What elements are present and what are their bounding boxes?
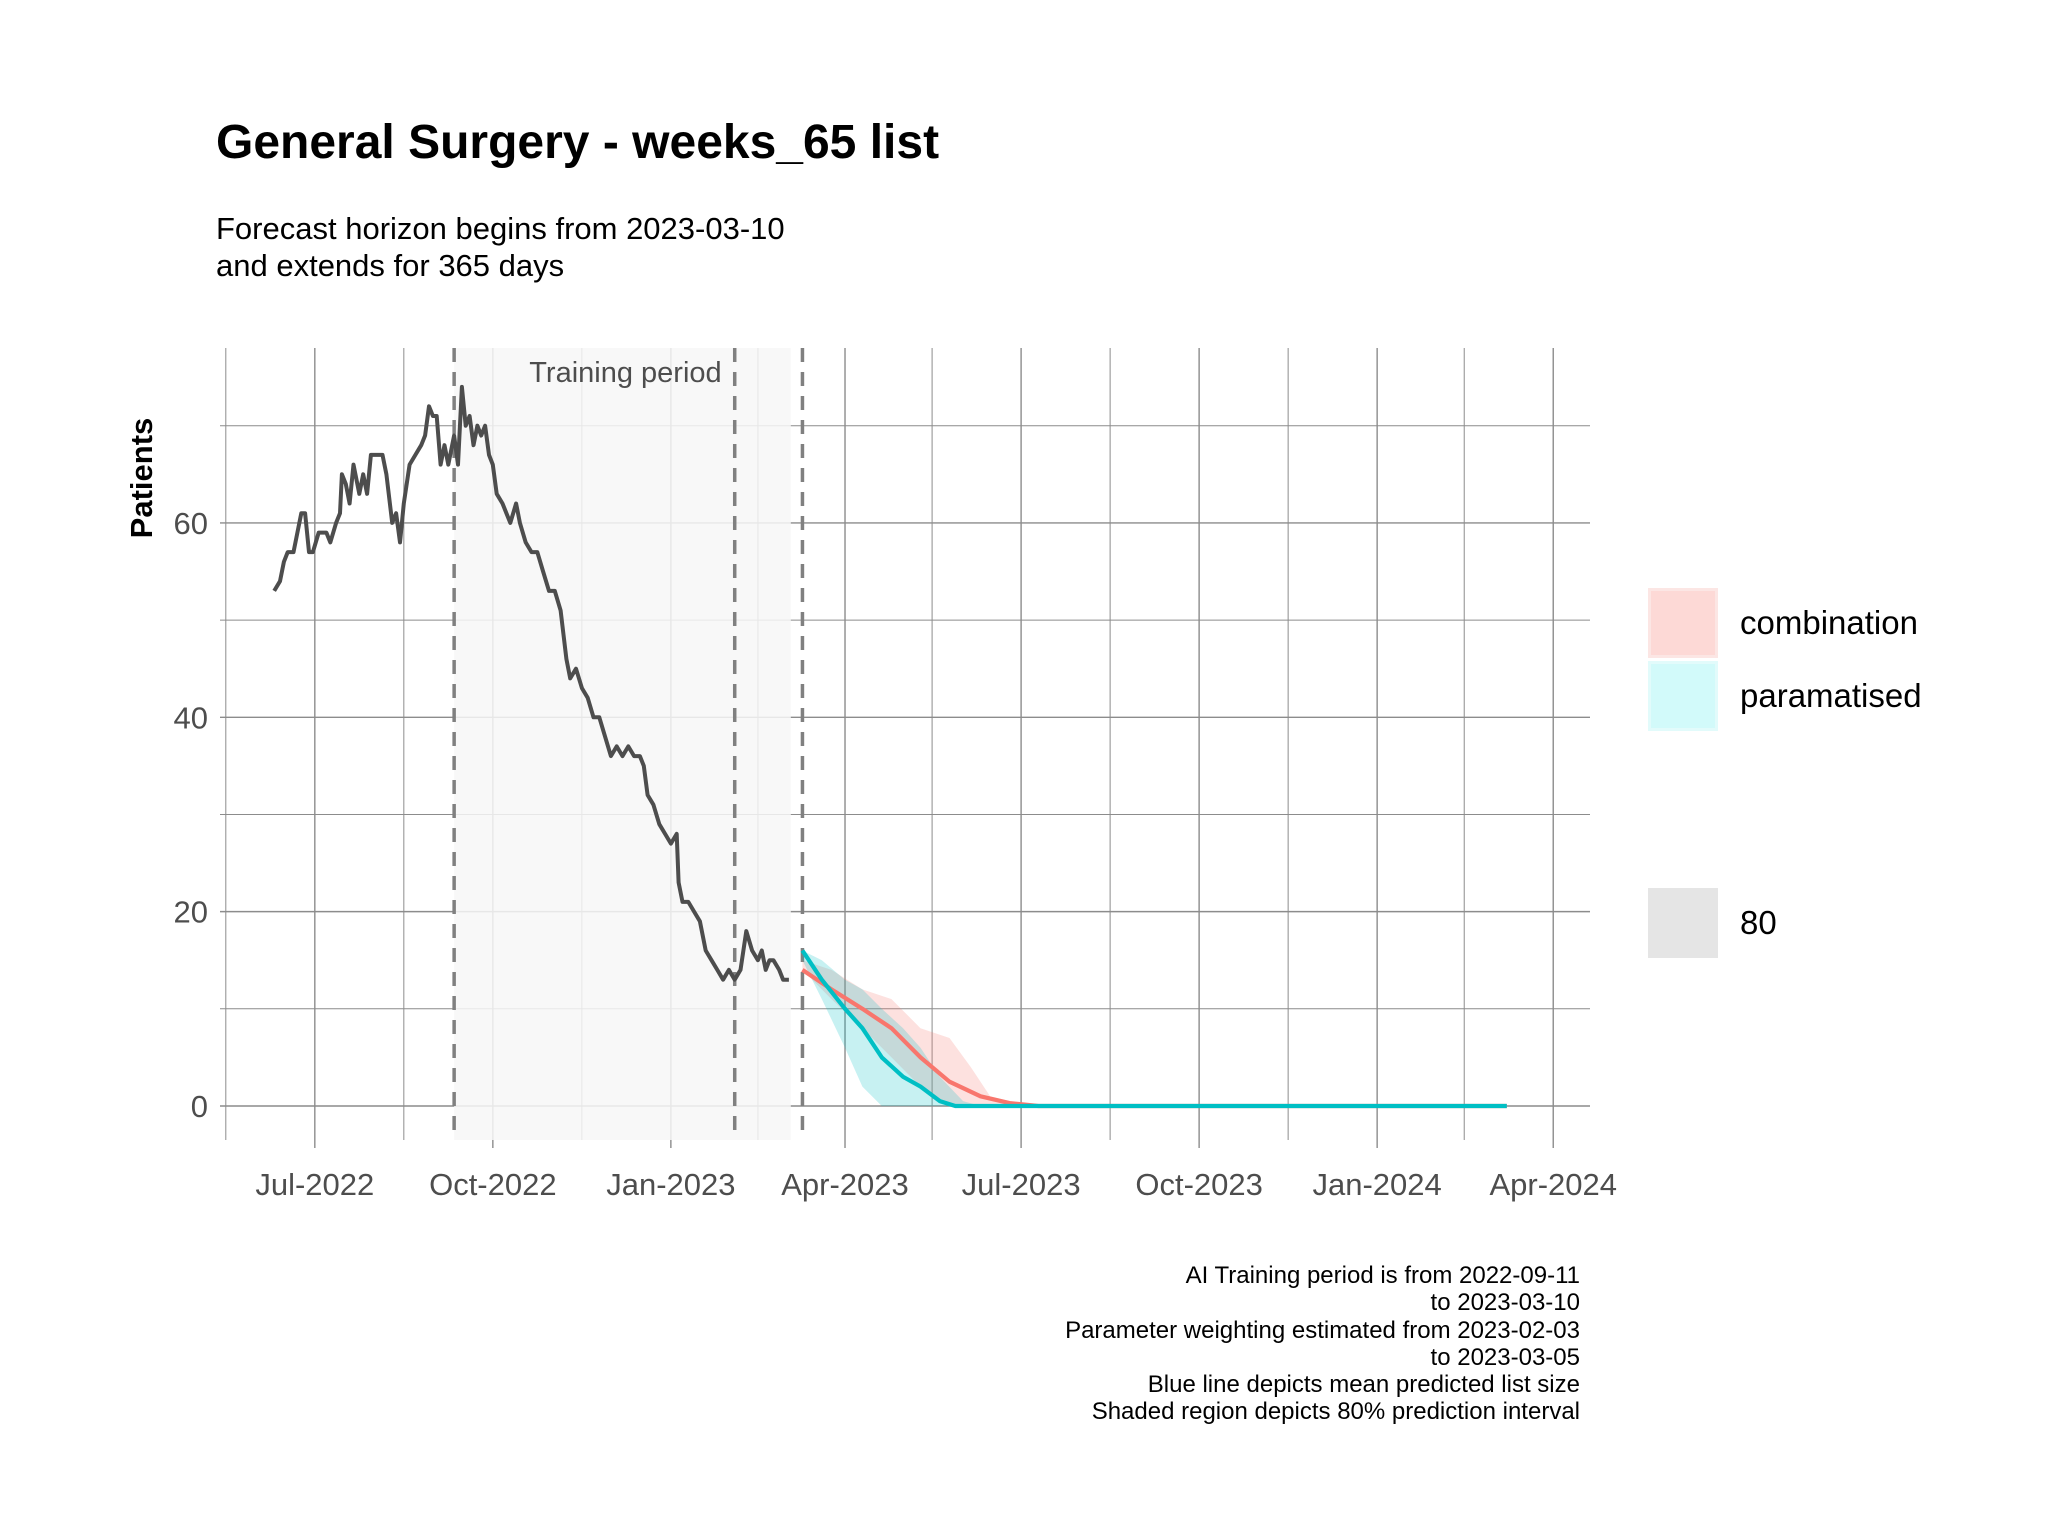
chart-caption: AI Training period is from 2022-09-11 to… [1065, 1262, 1580, 1426]
legend-label-interval: 80 [1740, 904, 1777, 941]
y-tick-label: 0 [191, 1089, 208, 1124]
y-tick-label: 40 [174, 700, 208, 735]
training-period-shade [454, 348, 791, 1140]
legend-key-paramatised [1648, 661, 1718, 731]
series-lines [272, 384, 1507, 1109]
caption-line-4: to 2023-03-05 [1430, 1343, 1580, 1371]
y-axis: 0 20 40 60 [174, 506, 208, 1124]
y-tick-label: 60 [174, 506, 208, 541]
caption-line-1: AI Training period is from 2022-09-11 [1185, 1262, 1580, 1289]
legend-label-paramatised: paramatised [1740, 677, 1922, 714]
subtitle-line-1: Forecast horizon begins from 2023-03-10 [216, 211, 785, 246]
x-tick-label: Oct-2022 [429, 1167, 557, 1202]
x-tick-label: Jul-2022 [255, 1167, 374, 1202]
legend-item-combination: combination [1648, 588, 1988, 658]
legend-item-interval: 80 [1648, 888, 1988, 958]
x-tick-label: Oct-2023 [1135, 1167, 1263, 1202]
y-tick-label: 20 [174, 895, 208, 930]
x-tick-label: Jan-2023 [606, 1167, 735, 1202]
caption-line-2: to 2023-03-10 [1430, 1289, 1580, 1317]
legend-item-paramatised: paramatised [1648, 661, 1988, 731]
ribbon-paramatised [802, 950, 1507, 1106]
x-tick-label: Apr-2023 [781, 1167, 909, 1202]
y-axis-label: Patients [124, 418, 159, 539]
line-observed [272, 384, 789, 982]
x-tick-label: Apr-2024 [1489, 1167, 1617, 1202]
x-tick-label: Jul-2023 [962, 1167, 1081, 1202]
prediction-intervals [802, 950, 1507, 1106]
legend-key-interval [1648, 888, 1718, 958]
caption-line-5: Blue line depicts mean predicted list si… [1147, 1371, 1580, 1399]
chart-title: General Surgery - weeks_65 list [216, 116, 940, 169]
legend-key-combination [1648, 588, 1718, 658]
x-axis: Jul-2022 Oct-2022 Jan-2023 Apr-2023 Jul-2023… [255, 1140, 1617, 1202]
chart-subtitle: Forecast horizon begins from 2023-03-10 … [216, 210, 785, 284]
training-period-label: Training period [529, 357, 721, 389]
vertical-marker-lines [452, 348, 805, 1140]
x-tick-label: Jan-2024 [1313, 1167, 1442, 1202]
subtitle-line-2: and extends for 365 days [216, 248, 565, 283]
line-paramatised [800, 949, 1507, 1109]
legend-label-combination: combination [1740, 604, 1918, 641]
caption-line-6: Shaded region depicts 80% prediction int… [1091, 1398, 1580, 1426]
caption-line-3: Parameter weighting estimated from 2023-… [1065, 1316, 1580, 1344]
